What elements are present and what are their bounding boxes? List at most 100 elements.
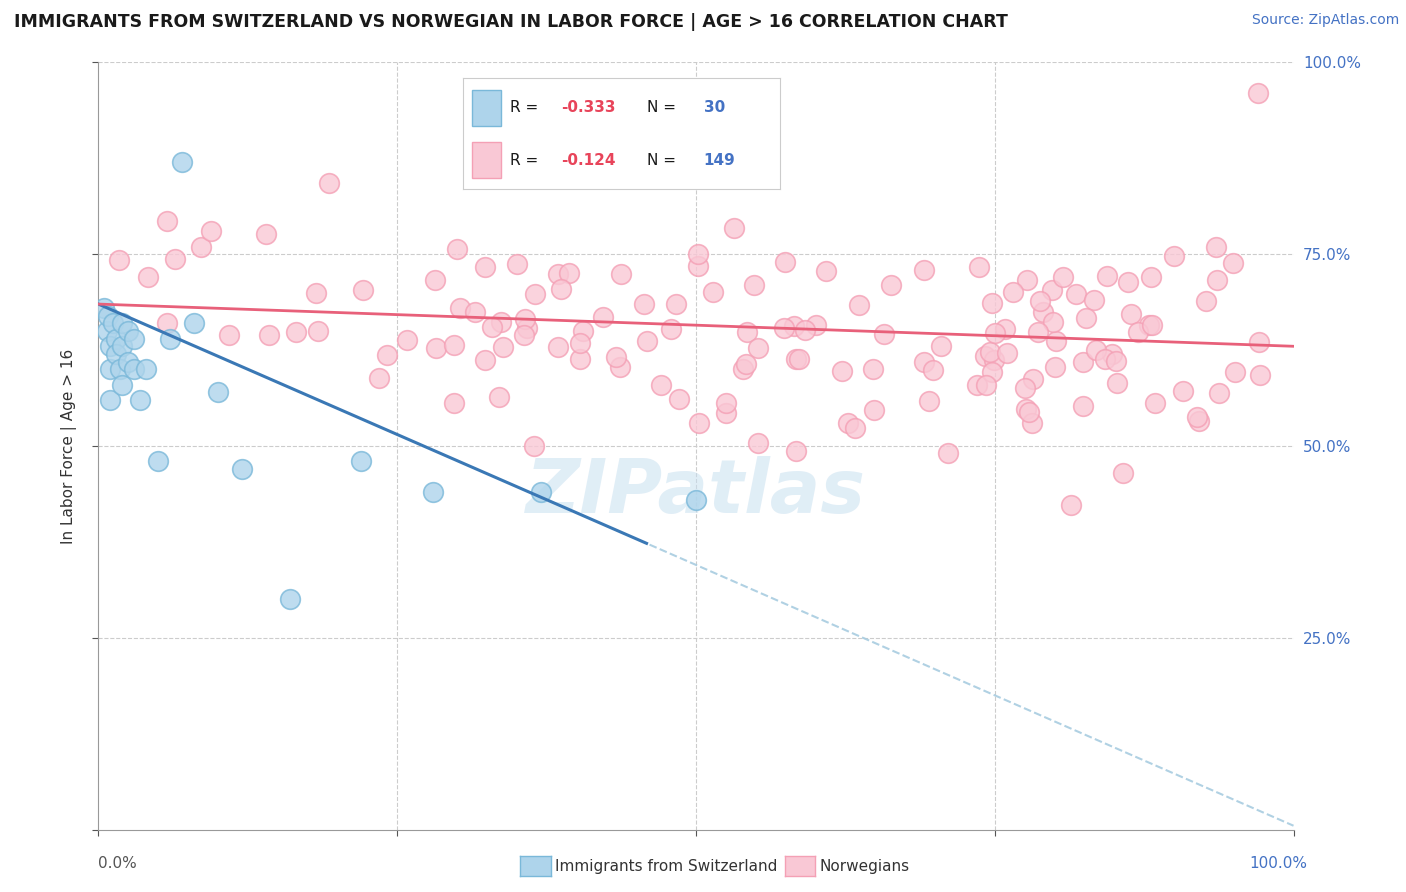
Point — [259, 327, 281, 342]
Point — [633, 296, 655, 310]
Point — [714, 405, 737, 419]
Point — [515, 311, 537, 326]
Point — [1085, 343, 1108, 358]
Point — [1022, 372, 1045, 386]
Point — [862, 403, 884, 417]
Point — [1060, 498, 1083, 512]
Point — [156, 316, 179, 330]
Point — [1083, 293, 1105, 307]
Point — [1206, 273, 1229, 287]
Point — [98, 362, 122, 376]
Text: ZIPatlas: ZIPatlas — [526, 456, 866, 529]
Point — [156, 214, 179, 228]
Point — [425, 341, 447, 355]
Point — [592, 310, 614, 324]
Point — [172, 155, 194, 169]
Point — [772, 321, 794, 335]
Point — [1105, 354, 1128, 368]
Point — [506, 257, 529, 271]
Point — [117, 324, 139, 338]
Point — [1225, 366, 1247, 380]
Point — [96, 324, 118, 338]
Point — [787, 352, 810, 367]
Point — [783, 318, 806, 333]
Point — [129, 392, 152, 407]
Point — [530, 485, 553, 500]
Point — [352, 283, 374, 297]
Point — [976, 377, 998, 392]
Y-axis label: In Labor Force | Age > 16: In Labor Force | Age > 16 — [60, 349, 77, 543]
Point — [804, 318, 827, 332]
Point — [124, 332, 146, 346]
Point — [1205, 240, 1227, 254]
Point — [523, 287, 546, 301]
Point — [1018, 405, 1040, 419]
Point — [488, 390, 510, 404]
Point — [983, 353, 1005, 368]
Point — [523, 439, 546, 453]
Point — [636, 334, 658, 348]
Text: Source: ZipAtlas.com: Source: ZipAtlas.com — [1251, 13, 1399, 28]
Point — [513, 327, 536, 342]
Point — [1052, 270, 1074, 285]
Point — [747, 341, 769, 355]
Point — [547, 340, 569, 354]
Point — [489, 315, 512, 329]
Point — [569, 351, 592, 366]
Point — [880, 278, 903, 293]
Point — [1026, 325, 1049, 339]
Point — [254, 227, 277, 242]
Point — [97, 309, 120, 323]
Point — [218, 327, 240, 342]
Point — [1119, 308, 1142, 322]
Point — [464, 305, 486, 319]
Point — [368, 370, 391, 384]
Point — [163, 252, 186, 266]
Point — [117, 354, 139, 368]
Point — [980, 296, 1002, 310]
Point — [837, 416, 859, 430]
Point — [105, 347, 128, 361]
Point — [1163, 249, 1185, 263]
Text: 100.0%: 100.0% — [1250, 856, 1308, 871]
Point — [1137, 318, 1160, 332]
Point — [1140, 318, 1163, 332]
Point — [1101, 346, 1123, 360]
Point — [994, 322, 1017, 336]
Point — [93, 301, 115, 315]
Point — [974, 349, 997, 363]
Point — [190, 240, 212, 254]
Point — [446, 242, 468, 256]
Point — [572, 325, 595, 339]
Point — [1071, 399, 1094, 413]
Point — [702, 285, 724, 299]
Point — [1045, 334, 1067, 348]
Point — [1185, 409, 1208, 424]
Point — [1195, 293, 1218, 308]
Point — [183, 316, 205, 330]
Point — [1014, 380, 1036, 394]
Point — [665, 296, 688, 310]
Point — [1002, 285, 1025, 299]
Point — [995, 346, 1018, 360]
Point — [101, 316, 124, 330]
Point — [723, 221, 745, 235]
Point — [1094, 351, 1116, 366]
Point — [918, 394, 941, 409]
Point — [98, 339, 122, 353]
Text: IMMIGRANTS FROM SWITZERLAND VS NORWEGIAN IN LABOR FORCE | AGE > 16 CORRELATION C: IMMIGRANTS FROM SWITZERLAND VS NORWEGIAN… — [14, 13, 1008, 31]
Point — [912, 355, 935, 369]
Point — [1116, 276, 1139, 290]
Point — [785, 351, 807, 366]
Point — [396, 333, 419, 347]
Point — [793, 323, 815, 337]
Point — [922, 363, 945, 377]
Point — [981, 365, 1004, 379]
Point — [278, 592, 301, 607]
Point — [742, 278, 765, 293]
Point — [1029, 293, 1052, 308]
Point — [318, 176, 340, 190]
Point — [138, 269, 160, 284]
Point — [785, 444, 807, 458]
Point — [979, 344, 1001, 359]
